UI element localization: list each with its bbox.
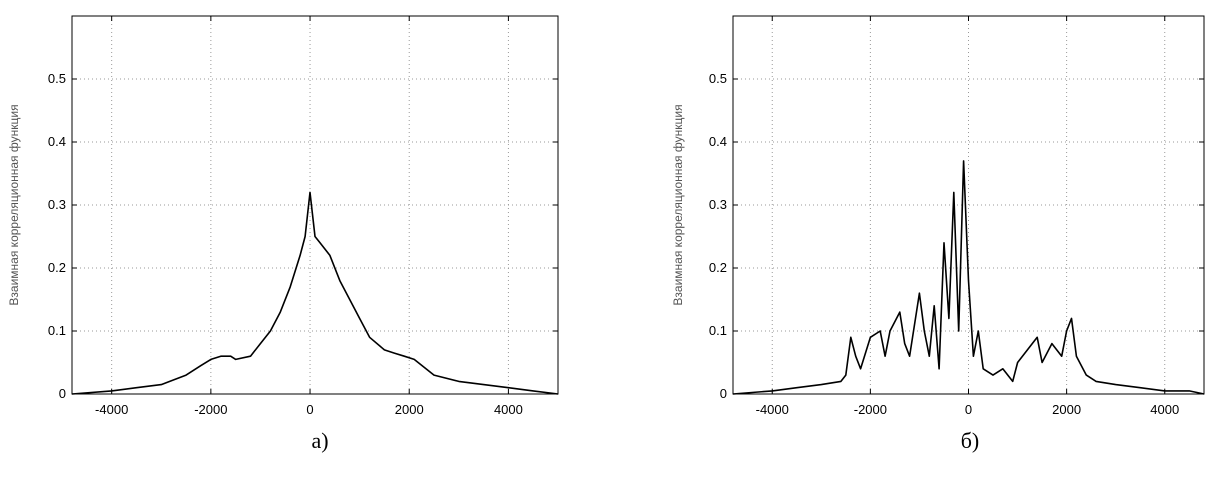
series-line: [732, 160, 1205, 395]
y-tick-label: 0.2: [709, 260, 727, 275]
y-tick-label: 0.1: [48, 323, 66, 338]
y-axis-label: Взаимная корреляционная функция: [7, 104, 21, 305]
x-tick-label: -4000: [95, 402, 128, 417]
series-line: [71, 191, 559, 395]
x-tick-label: 0: [306, 402, 313, 417]
x-tick-label: 4000: [1150, 402, 1179, 417]
chart-panel-a: -4000 -2000 0 2000 4000 0 0.1 0.2 0.3 0.4 0.5 Взаим…: [7, 15, 559, 453]
y-tick-label: 0: [720, 386, 727, 401]
y-tick-label: 0.1: [709, 323, 727, 338]
y-tick-label: 0.3: [709, 197, 727, 212]
chart-panel-b: -4000 -2000 0 2000 4000 0 0.1 0.2 0.3 0.4 0.5 Взаим…: [671, 15, 1205, 453]
panel-label: а): [311, 428, 328, 453]
x-tick-label: 0: [965, 402, 972, 417]
y-tick-label: 0.5: [48, 71, 66, 86]
x-tick-label: 4000: [494, 402, 523, 417]
x-tick-label: 2000: [1052, 402, 1081, 417]
y-tick-label: 0: [59, 386, 66, 401]
y-tick-label: 0.5: [709, 71, 727, 86]
y-tick-label: 0.2: [48, 260, 66, 275]
x-tick-label: 2000: [395, 402, 424, 417]
panel-label: б): [961, 428, 980, 453]
x-tick-label: -4000: [756, 402, 789, 417]
y-axis-label: Взаимная корреляционная функция: [671, 104, 685, 305]
x-tick-label: -2000: [854, 402, 887, 417]
x-tick-label: -2000: [194, 402, 227, 417]
y-tick-label: 0.4: [709, 134, 727, 149]
y-tick-label: 0.3: [48, 197, 66, 212]
y-tick-label: 0.4: [48, 134, 66, 149]
